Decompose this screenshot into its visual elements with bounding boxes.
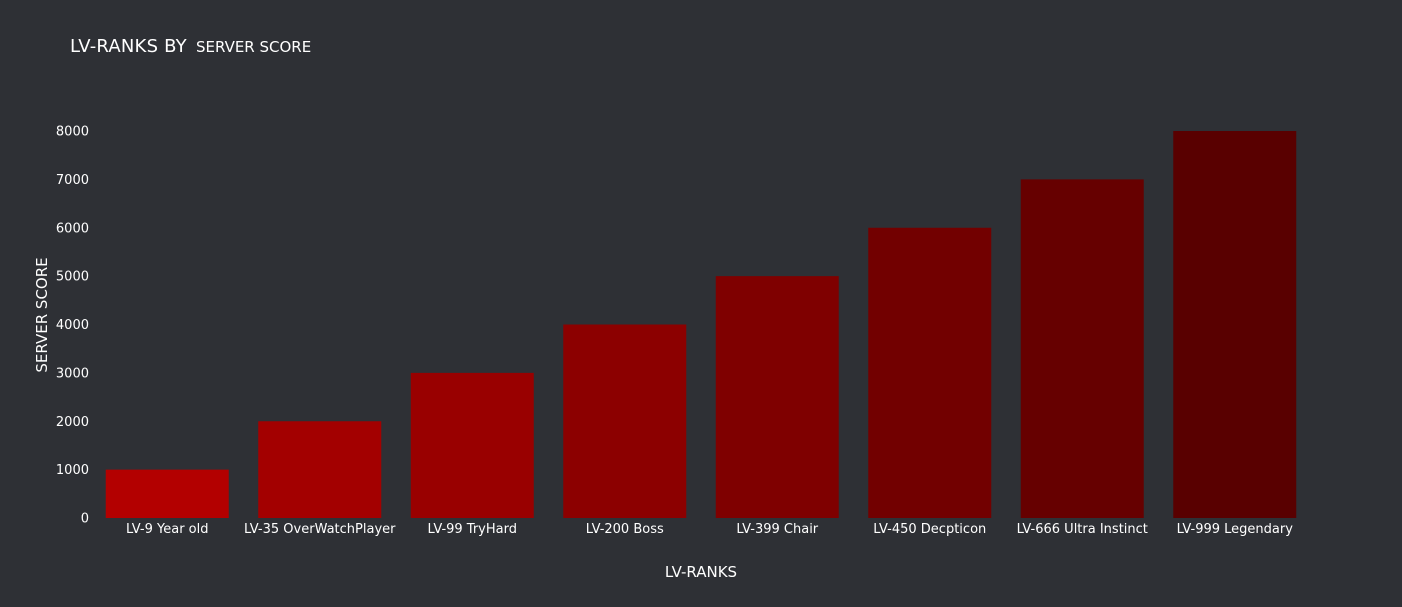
x-tick-label: LV-666 Ultra Instinct [1017, 522, 1148, 537]
chart-title-main: LV-RANKS BY [70, 36, 187, 57]
x-tick-label: LV-450 Decpticon [873, 522, 986, 537]
chart-title: LV-RANKS BY SERVER SCORE [70, 36, 311, 57]
chart-title-sub: SERVER SCORE [195, 38, 312, 56]
y-tick-label: 6000 [56, 221, 89, 236]
bar[interactable] [258, 421, 382, 518]
y-tick-label: 7000 [56, 173, 89, 188]
y-tick-label: 0 [81, 512, 89, 527]
y-tick-label: 8000 [56, 125, 89, 140]
y-tick-label: 3000 [56, 366, 89, 381]
x-tick-label: LV-99 TryHard [428, 522, 518, 537]
x-tick-label: LV-200 Boss [586, 522, 664, 537]
y-tick-label: 2000 [56, 415, 89, 430]
y-tick-label: 1000 [56, 463, 89, 478]
y-tick-label: 5000 [56, 270, 89, 285]
bar[interactable] [410, 372, 534, 518]
bar[interactable] [1020, 179, 1144, 518]
x-tick-label: LV-35 OverWatchPlayer [244, 522, 396, 537]
bar[interactable] [563, 324, 687, 519]
y-axis-title: SERVER SCORE [33, 257, 51, 372]
y-tick-label: 4000 [56, 318, 89, 333]
bar[interactable] [1173, 131, 1297, 518]
y-axis-ticks: 0 1000 2000 3000 4000 5000 6000 7000 8000 [56, 125, 89, 527]
bar[interactable] [105, 469, 229, 518]
x-tick-label: LV-999 Legendary [1177, 522, 1294, 537]
x-axis-title: LV-RANKS [665, 563, 737, 581]
bars [105, 131, 1297, 519]
x-tick-label: LV-9 Year old [126, 522, 209, 537]
bar[interactable] [715, 276, 839, 518]
x-axis-ticks: LV-9 Year old LV-35 OverWatchPlayer LV-99 … [126, 522, 1293, 537]
x-tick-label: LV-399 Chair [736, 522, 818, 537]
bar[interactable] [868, 227, 992, 518]
